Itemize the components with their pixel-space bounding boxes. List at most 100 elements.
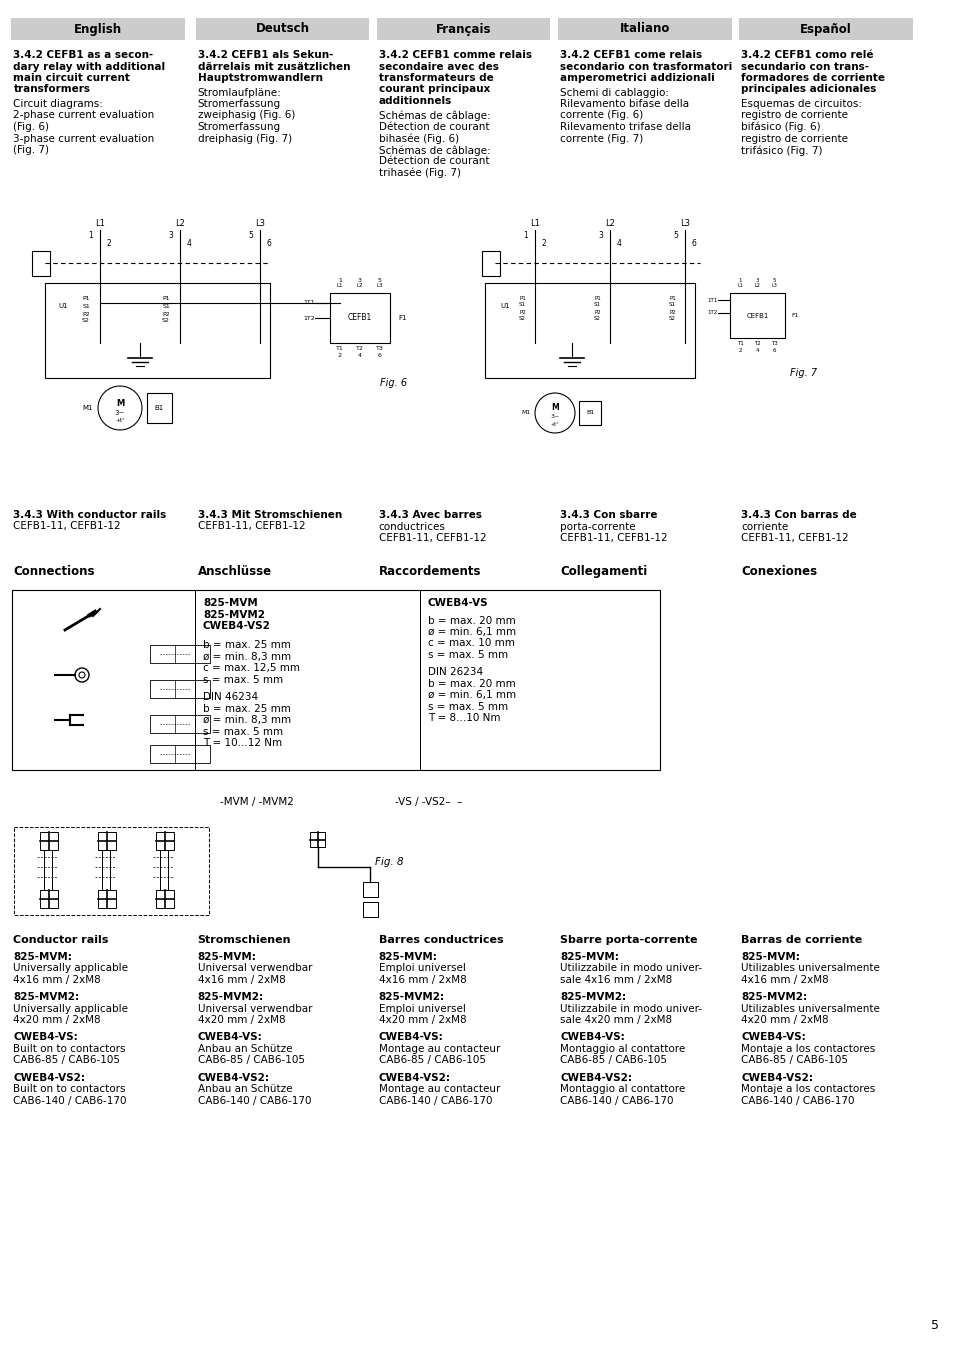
Text: Sbarre porta-corrente: Sbarre porta-corrente: [559, 936, 697, 945]
Text: P2: P2: [162, 312, 170, 316]
Bar: [680, 293, 688, 323]
Bar: [195, 18, 369, 40]
Text: s = max. 5 mm: s = max. 5 mm: [203, 726, 283, 737]
Text: 1T1: 1T1: [303, 301, 314, 305]
Text: 4x20 mm / 2xM8: 4x20 mm / 2xM8: [740, 1015, 828, 1025]
Text: 825-MVM2:: 825-MVM2:: [559, 992, 625, 1002]
Text: CAB6-140 / CAB6-170: CAB6-140 / CAB6-170: [559, 1096, 673, 1106]
Bar: [558, 18, 731, 40]
Text: 5: 5: [673, 231, 678, 240]
Text: CEFB1: CEFB1: [348, 313, 372, 323]
Bar: [729, 293, 784, 338]
Text: Utilizables universalmente: Utilizables universalmente: [740, 1003, 880, 1014]
Bar: [45, 284, 270, 378]
Text: S1: S1: [162, 304, 170, 309]
Text: 3.4.2 CEFB1 come relais: 3.4.2 CEFB1 come relais: [559, 50, 701, 59]
Bar: [310, 832, 325, 846]
Text: CEFB1-11, CEFB1-12: CEFB1-11, CEFB1-12: [559, 533, 667, 543]
Text: CAB6-85 / CAB6-105: CAB6-85 / CAB6-105: [559, 1056, 666, 1065]
Text: Français: Français: [436, 23, 491, 35]
Text: Universal verwendbar: Universal verwendbar: [197, 963, 312, 973]
Text: 1T2: 1T2: [303, 316, 314, 320]
Text: P1: P1: [594, 296, 600, 301]
Text: Fig. 8: Fig. 8: [375, 857, 403, 867]
Text: additionnels: additionnels: [378, 96, 452, 107]
Text: L1: L1: [95, 219, 105, 228]
Text: Circuit diagrams:: Circuit diagrams:: [13, 99, 103, 109]
Text: 4: 4: [357, 352, 361, 358]
Text: B1: B1: [585, 410, 594, 416]
Text: 825-MVM2:: 825-MVM2:: [13, 992, 79, 1002]
Text: Esquemas de circuitos:: Esquemas de circuitos:: [740, 99, 862, 109]
Text: bifásico (Fig. 6): bifásico (Fig. 6): [740, 122, 821, 132]
Text: 825-MVM2:: 825-MVM2:: [378, 992, 444, 1002]
Text: CEFB1-11, CEFB1-12: CEFB1-11, CEFB1-12: [740, 533, 848, 543]
Bar: [531, 293, 538, 323]
Text: 3.4.3 Con barras de: 3.4.3 Con barras de: [740, 510, 856, 520]
Text: U1: U1: [58, 302, 68, 309]
Text: Stromschienen: Stromschienen: [197, 936, 291, 945]
Text: T = 10...12 Nm: T = 10...12 Nm: [203, 738, 282, 748]
Text: S1: S1: [668, 302, 676, 308]
Text: P1: P1: [518, 296, 525, 301]
Text: CAB6-140 / CAB6-170: CAB6-140 / CAB6-170: [740, 1096, 854, 1106]
Bar: [363, 902, 377, 917]
Text: Utilizzabile in modo univer-: Utilizzabile in modo univer-: [559, 1003, 701, 1014]
Text: 3.4.2 CEFB1 as a secon-: 3.4.2 CEFB1 as a secon-: [13, 50, 153, 59]
Text: 1: 1: [522, 231, 527, 240]
Text: Built on to contactors: Built on to contactors: [13, 1084, 126, 1095]
Text: Montaje a los contactores: Montaje a los contactores: [740, 1044, 875, 1054]
Text: 1: 1: [738, 278, 741, 283]
Bar: [160, 850, 168, 890]
Text: Montaggio al contattore: Montaggio al contattore: [559, 1084, 684, 1095]
Text: L1: L1: [737, 284, 742, 288]
Text: Universal verwendbar: Universal verwendbar: [197, 1003, 312, 1014]
Text: 2: 2: [337, 352, 341, 358]
Text: CAB6-140 / CAB6-170: CAB6-140 / CAB6-170: [378, 1096, 492, 1106]
Text: CEFB1-11, CEFB1-12: CEFB1-11, CEFB1-12: [378, 533, 486, 543]
Text: 6: 6: [691, 239, 696, 247]
Text: M1: M1: [521, 410, 531, 416]
Text: 3: 3: [598, 231, 602, 240]
Text: 4: 4: [755, 348, 758, 352]
Text: Deutsch: Deutsch: [255, 23, 309, 35]
Text: 1: 1: [337, 278, 341, 283]
Circle shape: [75, 668, 89, 682]
Text: 4x16 mm / 2xM8: 4x16 mm / 2xM8: [197, 975, 285, 984]
Text: b = max. 25 mm: b = max. 25 mm: [203, 640, 291, 651]
Text: 3~: 3~: [114, 410, 125, 416]
Text: CWEB4-VS:: CWEB4-VS:: [197, 1033, 262, 1042]
Text: Montaje a los contactores: Montaje a los contactores: [740, 1084, 875, 1095]
Text: -MVM / -MVM2: -MVM / -MVM2: [220, 796, 294, 807]
Text: formadores de corriente: formadores de corriente: [740, 73, 884, 82]
Bar: [484, 284, 695, 378]
Text: 1T2: 1T2: [707, 310, 718, 316]
Text: 3: 3: [357, 278, 361, 283]
Text: S1: S1: [518, 302, 525, 308]
Text: s = max. 5 mm: s = max. 5 mm: [428, 649, 508, 660]
Text: Montaggio al contattore: Montaggio al contattore: [559, 1044, 684, 1054]
Text: T1: T1: [335, 346, 343, 351]
Text: S2: S2: [82, 319, 90, 324]
Bar: [376, 18, 550, 40]
Text: 6: 6: [377, 352, 381, 358]
Bar: [150, 680, 210, 698]
Text: S1: S1: [82, 304, 90, 309]
Text: 3.4.3 With conductor rails: 3.4.3 With conductor rails: [13, 510, 167, 520]
Text: (Fig. 6): (Fig. 6): [13, 122, 50, 132]
Circle shape: [79, 672, 85, 678]
Text: Español: Español: [800, 23, 851, 35]
Text: S2: S2: [594, 316, 600, 321]
Text: S2: S2: [518, 316, 525, 321]
Text: T = 8...10 Nm: T = 8...10 Nm: [428, 713, 500, 724]
Text: Collegamenti: Collegamenti: [559, 566, 647, 578]
Bar: [14, 828, 209, 915]
Text: T1: T1: [736, 342, 742, 346]
Text: Emploi universel: Emploi universel: [378, 1003, 465, 1014]
Text: zweiphasig (Fig. 6): zweiphasig (Fig. 6): [197, 111, 294, 120]
Text: 5: 5: [248, 231, 253, 240]
Text: P1: P1: [82, 296, 90, 301]
Text: transformers: transformers: [13, 85, 91, 94]
Bar: [102, 850, 110, 890]
Text: bihasée (Fig. 6): bihasée (Fig. 6): [378, 134, 458, 144]
